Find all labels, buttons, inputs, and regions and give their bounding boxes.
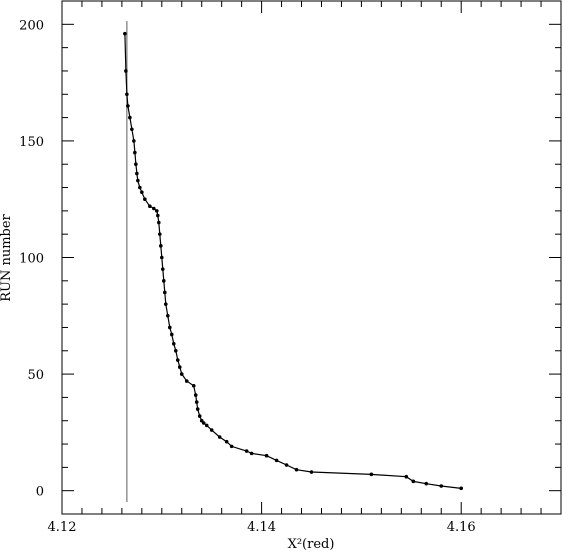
y-axis-label: RUN number xyxy=(0,213,14,301)
data-point xyxy=(133,150,137,155)
data-point xyxy=(138,185,142,190)
data-point xyxy=(199,418,204,423)
x-tick-label: 4.14 xyxy=(247,520,276,535)
y-tick-label: 100 xyxy=(19,252,44,267)
y-tick-label: 50 xyxy=(27,368,44,383)
data-point xyxy=(132,139,136,143)
data-point xyxy=(411,479,416,484)
data-point xyxy=(249,451,254,456)
data-point xyxy=(229,444,234,449)
data-point xyxy=(177,365,182,369)
series-line xyxy=(124,33,462,489)
data-point xyxy=(143,197,147,202)
data-point xyxy=(167,325,172,330)
data-point xyxy=(209,428,214,432)
data-point xyxy=(274,458,279,463)
tick-labels: 4.12 4.14 4.16 0 50 100 150 200 xyxy=(19,18,476,535)
data-point xyxy=(439,484,444,488)
data-point xyxy=(201,421,206,425)
data-point xyxy=(159,244,163,248)
y-tick-label: 200 xyxy=(19,18,44,33)
data-point xyxy=(404,474,409,479)
data-point xyxy=(124,69,128,73)
data-point xyxy=(244,449,249,453)
data-point xyxy=(459,486,464,491)
y-tick-label: 0 xyxy=(36,485,44,500)
data-point xyxy=(309,470,314,474)
data-point xyxy=(130,127,134,132)
tick-marks xyxy=(61,0,562,515)
data-point xyxy=(179,372,184,376)
data-point xyxy=(123,31,127,36)
data-point xyxy=(424,481,429,486)
data-point xyxy=(160,267,165,271)
x-axis-label: X²(red) xyxy=(288,537,335,552)
data-point xyxy=(204,423,209,428)
data-point xyxy=(148,204,152,208)
data-point xyxy=(173,348,178,353)
data-point xyxy=(136,178,140,183)
y-tick-label: 150 xyxy=(19,135,44,150)
data-point xyxy=(195,407,200,411)
data-point xyxy=(191,383,196,388)
data-point xyxy=(135,171,139,176)
x-tick-label: 4.12 xyxy=(48,520,77,535)
x-tick-label: 4.16 xyxy=(447,520,476,535)
data-point xyxy=(369,472,374,477)
data-point xyxy=(165,313,170,318)
data-point xyxy=(169,332,174,337)
data-point xyxy=(161,279,166,283)
plot-frame xyxy=(61,0,562,515)
data-points xyxy=(123,31,464,491)
data-point xyxy=(125,92,129,97)
data-point xyxy=(128,115,132,120)
data-point xyxy=(155,209,159,213)
data-point xyxy=(197,414,202,418)
data-point xyxy=(163,302,168,306)
data-point xyxy=(175,358,180,362)
data-point xyxy=(284,463,289,467)
data-point xyxy=(157,220,161,225)
data-point xyxy=(217,435,222,439)
data-point xyxy=(140,190,144,195)
data-point xyxy=(224,439,229,444)
data-point xyxy=(193,393,198,397)
data-point xyxy=(134,162,138,167)
data-point xyxy=(264,453,269,458)
data-point xyxy=(162,290,167,295)
data-point xyxy=(158,232,162,236)
data-point xyxy=(194,400,199,404)
data-point xyxy=(152,206,156,211)
data-point xyxy=(294,467,299,472)
data-point xyxy=(160,255,164,260)
data-point xyxy=(126,104,130,108)
data-point xyxy=(171,341,176,346)
data-point xyxy=(184,379,189,383)
data-point xyxy=(156,213,160,218)
